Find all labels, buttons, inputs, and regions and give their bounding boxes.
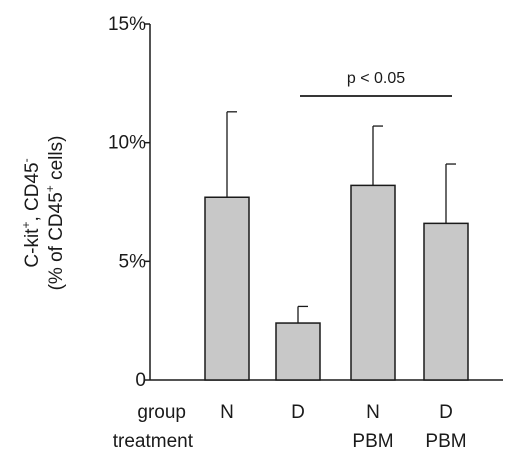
group-label: D — [291, 402, 305, 423]
bar — [350, 184, 396, 381]
significance-bracket: p < 0.05 — [300, 70, 452, 97]
y-tick-label: 15% — [108, 14, 146, 35]
bar — [204, 196, 250, 381]
significance-label: p < 0.05 — [347, 70, 405, 87]
bars — [204, 184, 469, 381]
y-tick-label: 0 — [135, 370, 146, 391]
bar — [275, 322, 321, 381]
y-axis-label-line-1: C-kit+, CD45- — [19, 158, 43, 267]
error-bars — [226, 111, 456, 324]
group-label: N — [220, 402, 234, 423]
y-tick-label: 10% — [108, 133, 146, 154]
bar — [423, 222, 469, 381]
group-row-label: group — [137, 402, 186, 423]
y-axis-label-line-2: (% of CD45+ cells) — [43, 136, 67, 291]
treatment-label: PBM — [425, 431, 466, 452]
x-axis-labels: N D N D PBM PBM — [220, 402, 466, 452]
group-label: D — [439, 402, 453, 423]
group-label: N — [366, 402, 380, 423]
treatment-row-label: treatment — [113, 431, 194, 452]
y-tick-label: 5% — [119, 251, 147, 272]
treatment-label: PBM — [352, 431, 393, 452]
